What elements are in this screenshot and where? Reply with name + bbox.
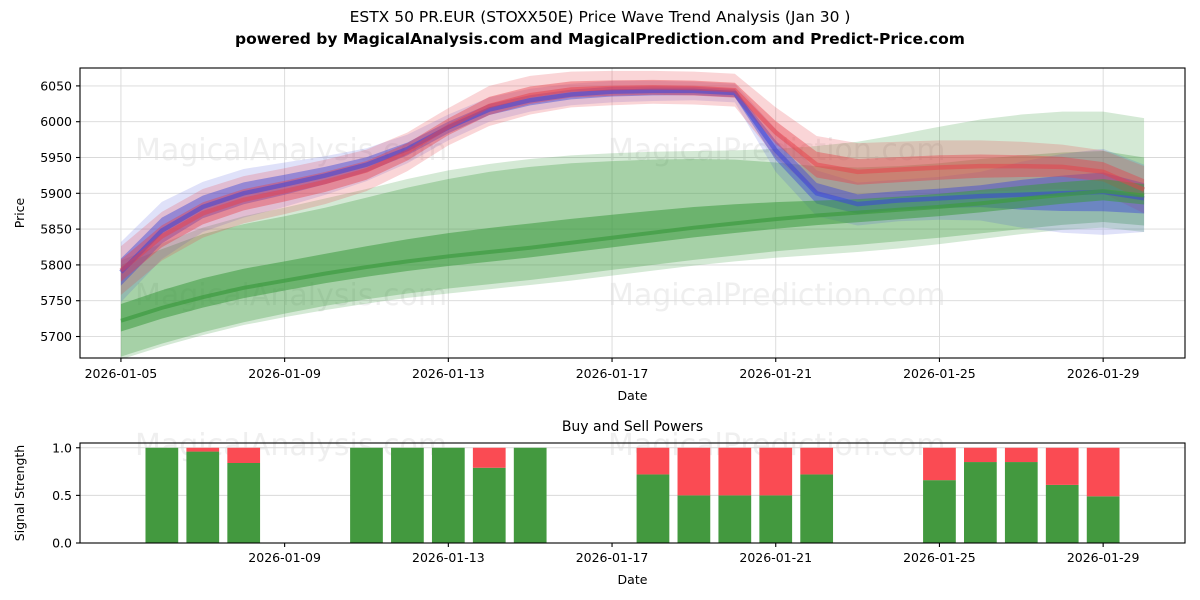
x-tick-label: 2026-01-13 [412,366,485,381]
bar-sell-segment [1004,447,1038,463]
bar-buy-segment [1004,462,1038,543]
bar-sell-segment [923,447,956,481]
y-tick-label: 5750 [40,293,72,308]
price-wave-chart: MagicalAnalysis.com MagicalPrediction.com… [12,67,1186,403]
bar-buy-segment [677,495,711,543]
title-line-2: powered by MagicalAnalysis.com and Magic… [235,30,965,48]
bar-buy-segment [350,447,383,543]
bar-buy-segment [431,447,465,543]
bar-plot-frame [79,442,1186,544]
x-tick-label: 2026-01-17 [576,366,649,381]
bar-chart-title: Buy and Sell Powers [562,419,703,435]
y-tick-label: 6050 [40,78,72,93]
bar-sell-segment [964,447,997,463]
y-tick-label: 5900 [40,186,72,201]
green-core-band [120,179,1145,332]
bar-sell-segment [227,447,261,463]
bar-sell-segment [718,447,752,496]
x-tick-label: 2026-01-25 [903,366,976,381]
blue-outer-band [120,80,1145,303]
x-tick-label: 2026-01-09 [248,366,321,381]
x-axis-label: Date [618,388,648,403]
bar-buy-segment [1086,496,1120,543]
watermark-text: MagicalAnalysis.com [135,133,447,168]
bar-buy-segment [186,451,220,543]
bar-sell-segment [1086,447,1120,497]
watermark-text: MagicalPrediction.com [608,278,946,313]
x-tick-label: 2026-01-29 [1067,550,1140,565]
y-tick-label: 5950 [40,150,72,165]
bar-buy-segment [227,463,261,543]
y-axis-label: Signal Strength [12,445,27,541]
y-tick-label: 0.0 [52,536,72,551]
y-tick-label: 5800 [40,257,72,272]
bar-sell-segment [800,447,834,475]
y-axis-label: Price [12,197,27,228]
bar-sell-segment [472,447,506,468]
bar-buy-segment [472,467,506,543]
title-line-1: ESTX 50 PR.EUR (STOXX50E) Price Wave Tre… [349,8,851,26]
page-title: ESTX 50 PR.EUR (STOXX50E) Price Wave Tre… [0,6,1200,50]
bar-sell-segment [1045,447,1079,485]
x-tick-label: 2026-01-21 [739,366,812,381]
x-tick-label: 2026-01-05 [85,366,158,381]
y-tick-label: 6000 [40,114,72,129]
y-tick-label: 5700 [40,329,72,344]
bar-sell-segment [759,447,793,496]
bar-sell-segment [636,447,670,475]
bar-buy-segment [1045,484,1079,543]
bar-buy-segment [391,447,424,543]
x-tick-label: 2026-01-29 [1067,366,1140,381]
bar-buy-segment [923,480,956,543]
y-tick-label: 5850 [40,222,72,237]
bar-buy-segment [636,474,670,543]
x-tick-label: 2026-01-13 [412,550,485,565]
x-tick-label: 2026-01-09 [248,550,321,565]
bar-buy-segment [759,495,793,543]
bar-buy-segment [513,447,547,543]
bar-buy-segment [718,495,752,543]
buy-sell-powers-chart: MagicalAnalysis.com MagicalPrediction.com… [12,419,1186,587]
bar-buy-segment [964,462,997,543]
plot-frame [79,67,1186,359]
bar-sell-segment [677,447,711,496]
x-tick-label: 2026-01-17 [576,550,649,565]
blue-center-line [119,88,1145,274]
bar-buy-segment [800,474,834,543]
x-tick-label: 2026-01-25 [903,550,976,565]
x-tick-label: 2026-01-21 [739,550,812,565]
bar-buy-segment [145,447,179,543]
red-center-line [119,85,1145,273]
green-center-line [120,189,1145,323]
y-tick-label: 0.5 [52,488,72,503]
bar-sell-segment [186,447,220,452]
y-tick-label: 1.0 [52,440,72,455]
x-axis-label: Date [618,572,648,587]
